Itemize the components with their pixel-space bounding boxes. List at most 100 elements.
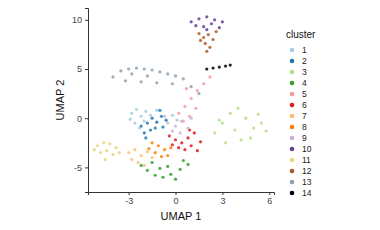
point [115,146,118,149]
x-tick-label: -3 [125,196,133,206]
point [218,119,221,122]
point [229,63,232,66]
point [169,146,172,149]
legend-marker [290,158,295,163]
point [171,129,174,132]
point [105,149,108,152]
x-axis: -3036 [89,192,275,206]
point [186,126,189,129]
point [111,153,114,156]
point [199,39,202,42]
point [174,74,177,77]
point [143,164,146,167]
point [185,87,188,90]
point [205,28,208,31]
point [208,46,211,49]
point [166,165,169,168]
y-tick-mark [85,167,88,168]
point [244,117,247,120]
point [96,144,99,147]
point [93,148,96,151]
point [174,178,177,181]
x-tick-mark [222,192,223,195]
point [211,66,214,69]
point [194,107,197,110]
point [111,75,114,78]
point [215,30,218,33]
point [205,67,208,70]
point [207,33,210,36]
legend: cluster1234567891011121314 [286,29,316,198]
point [221,122,224,125]
point [124,79,127,82]
legend-marker [290,147,295,152]
y-tick: -5 [74,163,88,173]
point [193,131,196,134]
x-tick-mark [176,192,177,195]
point [221,20,224,23]
point [146,74,149,77]
point [155,81,158,84]
point [168,134,171,137]
y-tick-label: 0 [77,114,82,124]
point [146,122,149,125]
point [146,150,149,153]
legend-marker [290,180,295,185]
legend-marker [290,103,295,108]
point [143,131,146,134]
point [204,42,207,45]
point [140,115,143,118]
point [160,115,163,118]
legend-label: 14 [302,188,312,198]
point [224,141,227,144]
legend-label: 3 [302,67,307,77]
point [150,117,153,120]
point [150,156,153,159]
point [118,151,121,154]
point [194,24,197,27]
legend-label: 6 [302,100,307,110]
point [240,138,243,141]
point [155,121,158,124]
x-tick-label: 6 [267,196,272,206]
point [174,138,177,141]
point [205,50,208,53]
point [260,122,263,125]
y-axis-line [85,9,89,193]
point [154,174,157,177]
x-tick-mark [129,192,130,195]
legend-label: 5 [302,89,307,99]
point [155,109,158,112]
point [199,140,202,143]
y-tick: 0 [77,114,88,124]
point [140,154,143,157]
point [102,141,105,144]
point [135,108,138,111]
point [157,144,160,147]
point [252,126,255,129]
point [154,126,157,129]
point [133,148,136,151]
y-axis: -50510 [72,9,89,193]
point [143,120,146,123]
point [108,142,111,145]
legend-marker [290,169,295,174]
point [150,161,153,164]
point [257,113,260,116]
x-tick-mark [269,192,270,195]
point [197,17,200,20]
point [218,65,221,68]
plot-area: -3036-50510 [72,9,275,207]
point [190,97,193,100]
points [93,15,268,181]
point [166,122,169,125]
legend-label: 4 [302,78,307,88]
point [265,129,268,132]
legend-marker [290,48,295,53]
point [183,148,186,151]
y-tick-mark [85,118,88,119]
point [140,164,143,167]
point [249,136,252,139]
point [177,146,180,149]
legend-label: 7 [302,111,307,121]
